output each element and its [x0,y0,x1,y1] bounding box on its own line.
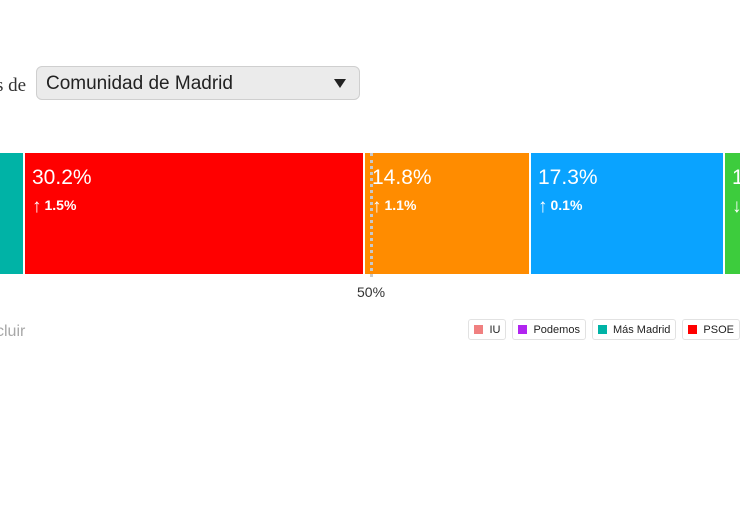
vote-bar: 30.2% ↑ 1.5% 14.8% ↑ 1.1% 17.3% ↑ 0.1% 1 ↓ [0,153,740,274]
majority-label: 50% [357,284,386,300]
legend-item-iu[interactable]: IU [468,319,507,340]
segment-pp[interactable]: 17.3% ↑ 0.1% [530,153,724,274]
segment-percent: 14.8% [372,166,432,189]
segment-change: ↑ 1.1% [372,196,417,217]
legend-label: Podemos [533,323,580,336]
legend-item-psoe[interactable]: PSOE [682,319,740,340]
caret-down-icon [334,79,346,88]
arrow-up-icon: ↑ [32,196,42,217]
exclude-link[interactable]: cluir [0,323,26,340]
legend-item-podemos[interactable]: Podemos [512,319,586,340]
arrow-down-icon: ↓ [732,196,740,217]
segment-divider [23,153,25,274]
segment-percent: 17.3% [538,166,598,189]
segment-change: ↑ 1.5% [32,196,77,217]
segment-change: ↑ 0.1% [538,196,583,217]
segment-psoe[interactable]: 30.2% ↑ 1.5% [24,153,364,274]
prefix-text: s de [0,75,27,96]
segment-divider [363,153,365,274]
segment-divider [529,153,531,274]
legend-label: PSOE [703,323,734,336]
legend-swatch [688,325,698,334]
region-select[interactable]: Comunidad de Madrid [36,66,360,100]
segment-vox[interactable]: 1 ↓ [724,153,740,274]
segment-change: ↓ [732,196,740,218]
arrow-up-icon: ↑ [538,196,548,217]
region-select-value: Comunidad de Madrid [46,73,233,94]
legend-swatch [474,325,484,334]
party-legend: IU Podemos Más Madrid PSOE [468,319,740,340]
legend-label: IU [489,323,501,336]
legend-swatch [597,325,607,334]
segment-percent: 1 [732,166,740,189]
legend-item-mas-madrid[interactable]: Más Madrid [591,319,677,340]
segment-percent: 30.2% [32,166,92,189]
majority-marker-line [370,153,373,277]
arrow-up-icon: ↑ [372,196,382,217]
segment-divider [723,153,725,274]
legend-swatch [518,325,528,334]
legend-label: Más Madrid [612,323,671,336]
segment-mas-madrid[interactable] [0,153,24,274]
segment-ciudadanos[interactable]: 14.8% ↑ 1.1% [364,153,530,274]
